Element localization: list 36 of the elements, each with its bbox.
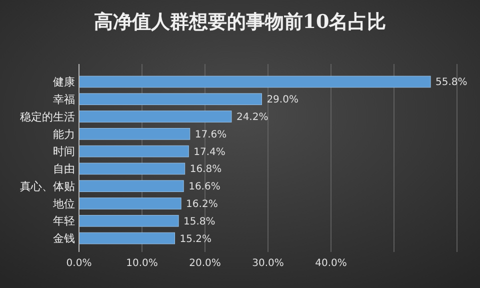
bar — [78, 180, 184, 192]
data-label: 16.6% — [188, 182, 220, 193]
y-tick-label: 稳定的生活 — [20, 110, 75, 124]
bar — [78, 93, 262, 106]
y-tick-label: 幸福 — [53, 92, 75, 106]
data-label: 55.8% — [436, 77, 468, 88]
data-label: 16.2% — [186, 198, 218, 210]
x-tick-label: 30.0% — [252, 258, 284, 269]
x-tick-label: 40.0% — [315, 258, 347, 269]
x-tick-label: 10.0% — [126, 258, 158, 269]
y-tick-label: 真心、体贴 — [20, 180, 75, 193]
data-label: 16.8% — [190, 164, 222, 176]
data-label: 15.2% — [180, 234, 212, 245]
bar — [78, 110, 232, 122]
x-tick-label: 0.0% — [66, 258, 92, 269]
bar — [78, 76, 431, 88]
y-tick-label: 时间 — [53, 145, 75, 158]
y-tick-label: 自由 — [53, 162, 75, 176]
bar — [78, 232, 176, 244]
data-label: 29.0% — [266, 94, 298, 106]
bar — [78, 145, 189, 158]
y-tick-label: 金钱 — [53, 232, 75, 246]
data-label: 24.2% — [236, 112, 268, 124]
x-tick-label: 20.0% — [189, 258, 221, 269]
bar — [78, 128, 190, 140]
bar — [78, 214, 179, 227]
chart-title: 高净值人群想要的事物前10名占比 — [94, 11, 386, 33]
y-tick-label: 能力 — [53, 128, 75, 141]
bar — [78, 198, 182, 210]
y-tick-label: 健康 — [53, 76, 75, 89]
y-tick-label: 年轻 — [53, 214, 75, 228]
data-label: 17.4% — [194, 146, 226, 158]
y-tick-label: 地位 — [52, 197, 75, 210]
data-label: 17.6% — [194, 129, 227, 140]
bar — [78, 162, 186, 175]
data-label: 15.8% — [184, 216, 216, 228]
